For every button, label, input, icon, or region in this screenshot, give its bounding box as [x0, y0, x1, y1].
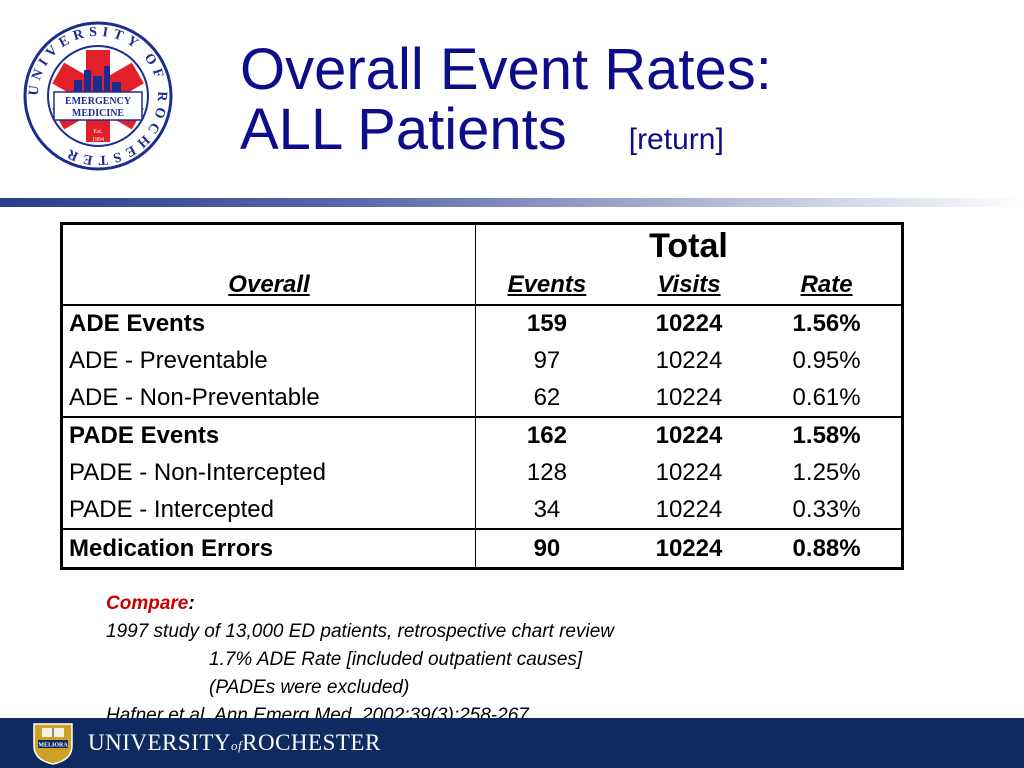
row-visits: 10224 — [617, 415, 761, 455]
table-group-header-row: Total — [62, 223, 903, 267]
note-line: 1997 study of 13,000 ED patients, retros… — [106, 621, 614, 642]
title-divider — [0, 198, 1024, 207]
compare-label: Compare — [106, 593, 189, 614]
row-label: PADE - Intercepted — [69, 495, 274, 523]
row-rate: 0.95% — [792, 346, 861, 374]
note-line: (PADEs were excluded) — [209, 677, 410, 698]
title-line1: Overall Event Rates: — [240, 37, 772, 102]
row-rate: 1.25% — [792, 459, 861, 487]
university-seal-icon: MELIORA — [33, 723, 73, 765]
row-rate: 0.33% — [792, 495, 861, 523]
logo-est-label: Est. — [93, 129, 103, 135]
seal-motto: MELIORA — [38, 743, 68, 749]
row-visits: 10224 — [655, 459, 723, 487]
rate-column-header: Rate — [800, 271, 853, 299]
row-events: 34 — [474, 491, 618, 530]
row-events: 128 — [474, 454, 618, 492]
note-line: 1.7% ADE Rate [included outpatient cause… — [209, 649, 583, 670]
row-label: ADE - Preventable — [69, 346, 268, 374]
return-link[interactable]: [return] — [628, 123, 724, 156]
total-header: Total — [475, 223, 903, 267]
table-header-row: Overall Events Visits Rate — [62, 267, 903, 305]
row-label: ADE Events — [61, 303, 476, 343]
table-row: PADE - Intercepted 34 10224 0.33% — [62, 491, 903, 530]
row-label: Medication Errors — [61, 528, 476, 569]
wordmark-rochester: ROCHESTER — [242, 730, 381, 755]
visits-column-header: Visits — [657, 271, 721, 299]
title-line2: ALL Patients — [240, 97, 567, 162]
row-events: 62 — [474, 379, 618, 417]
row-events: 159 — [474, 303, 618, 343]
table-row: Medication Errors 90 10224 0.88% — [61, 528, 903, 569]
events-column-header: Events — [507, 271, 587, 299]
logo-banner-line1: EMERGENCY — [65, 96, 132, 107]
row-label: PADE - Non-Intercepted — [69, 459, 327, 487]
row-label: ADE - Non-Preventable — [69, 383, 320, 411]
row-label: PADE Events — [61, 415, 476, 455]
row-events: 97 — [474, 342, 618, 380]
row-visits: 10224 — [655, 383, 723, 411]
compare-colon: : — [188, 593, 195, 614]
footer-bar: MELIORA UNIVERSITYofROCHESTER — [0, 718, 1024, 768]
emergency-medicine-logo: UNIVERSITY OF ROCHESTER EMERGENCY MEDICI… — [23, 21, 173, 171]
overall-column-header: Overall — [228, 271, 310, 299]
row-rate: 0.88% — [760, 528, 903, 569]
row-visits: 10224 — [655, 495, 723, 523]
row-rate: 0.61% — [792, 383, 861, 411]
row-events: 90 — [474, 528, 618, 569]
row-visits: 10224 — [617, 303, 761, 343]
compare-heading: Compare: — [106, 590, 614, 618]
table-row: ADE - Non-Preventable 62 10224 0.61% — [62, 379, 903, 417]
wordmark-university: UNIVERSITY — [88, 730, 231, 755]
row-rate: 1.56% — [760, 303, 903, 343]
page-title: Overall Event Rates: ALL Patients [return… — [240, 40, 772, 170]
event-rates-table: Total Overall Events Visits Rate ADE Eve… — [60, 222, 904, 570]
table-row: ADE Events 159 10224 1.56% — [61, 303, 903, 343]
logo-banner-line2: MEDICINE — [72, 108, 125, 119]
comparison-notes: Compare: 1997 study of 13,000 ED patient… — [106, 590, 614, 730]
row-visits: 10224 — [617, 528, 761, 569]
row-events: 162 — [474, 415, 618, 455]
table-row: PADE - Non-Intercepted 128 10224 1.25% — [62, 454, 903, 492]
table-row: PADE Events 162 10224 1.58% — [61, 415, 903, 455]
table-row: ADE - Preventable 97 10224 0.95% — [62, 342, 903, 380]
university-wordmark: UNIVERSITYofROCHESTER — [88, 730, 381, 756]
logo-est-year: 1994 — [92, 137, 104, 143]
row-visits: 10224 — [655, 346, 723, 374]
row-rate: 1.58% — [760, 415, 903, 455]
wordmark-of: of — [231, 738, 243, 753]
